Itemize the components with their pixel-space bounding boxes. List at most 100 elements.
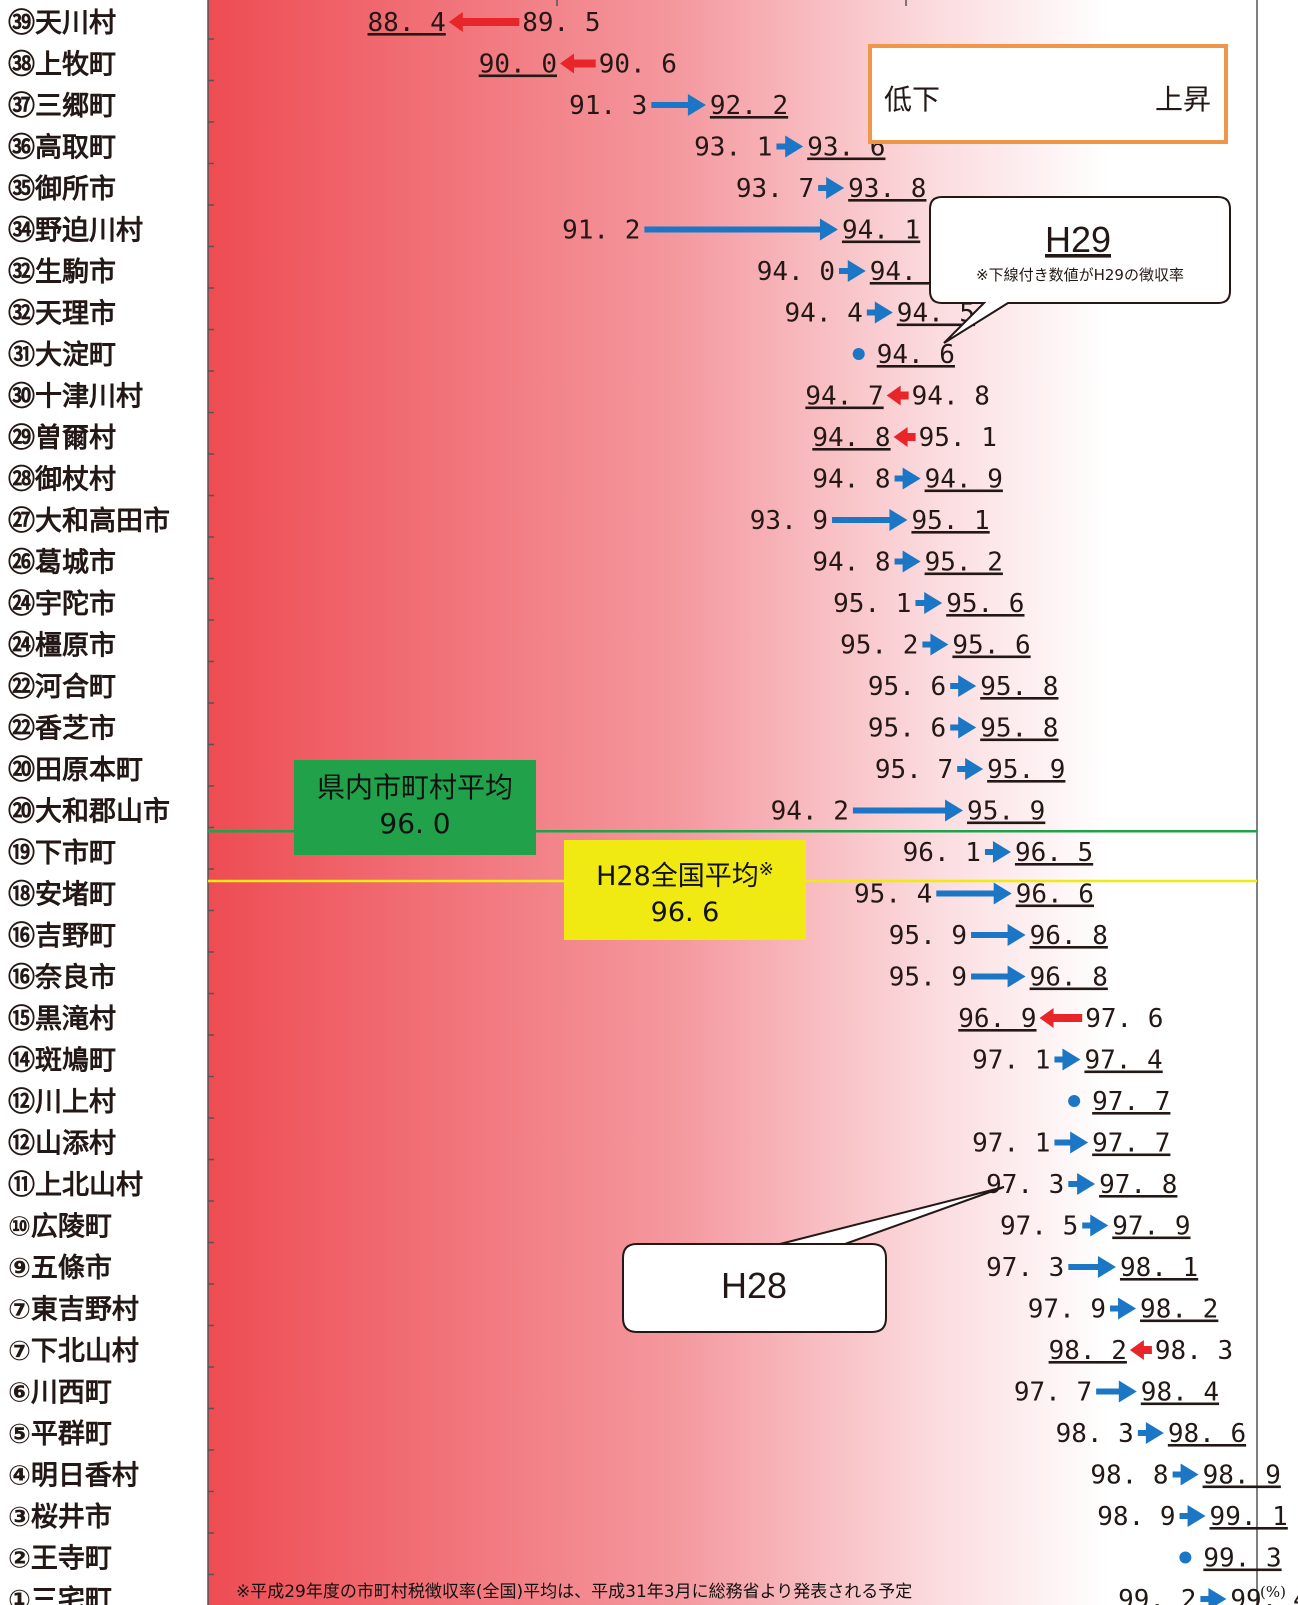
h29-value-label: 97. 7 (1092, 1129, 1170, 1159)
decrease-arrow (448, 12, 520, 32)
municipality-label: ㉜天理市 (8, 298, 116, 330)
increase-arrow-head (1187, 1505, 1206, 1527)
h28-value-label: 97. 6 (1085, 1004, 1163, 1034)
legend-down-label: 低下 (884, 83, 941, 116)
municipality-label: ②王寺町 (8, 1544, 112, 1575)
prefecture-average-box: 県内市町村平均 96. 0 (294, 760, 536, 855)
data-row: 94. 8 95. 1 (812, 423, 997, 453)
increase-arrow-head (1208, 1588, 1227, 1605)
municipality-label: ④明日香村 (8, 1461, 139, 1492)
data-row: 95. 2 95. 6 (840, 631, 1031, 661)
decrease-arrow (560, 53, 596, 74)
municipality-label: ⑦東吉野村 (8, 1295, 139, 1326)
increase-arrow-head (1007, 924, 1026, 946)
municipality-label: ㉞野迫川村 (8, 215, 143, 247)
increase-arrow-head (1118, 1380, 1137, 1403)
municipality-label: ⑳大和郡山市 (8, 796, 170, 828)
h28-value-label: 97. 7 (1014, 1378, 1092, 1408)
h29-callout-title: H29 (1045, 219, 1111, 260)
h28-value-label: 97. 9 (1028, 1295, 1106, 1325)
data-row: 94. 8 94. 9 (812, 465, 1003, 495)
data-row: 97. 1 97. 4 (972, 1046, 1163, 1076)
increase-arrow-head (1180, 1463, 1199, 1486)
h29-value-label: 99. 4 (1230, 1585, 1298, 1605)
national-average-box: H28全国平均※ 96. 6 (564, 840, 806, 940)
increase-arrow-head (958, 675, 977, 697)
h28-value-label: 91. 2 (562, 216, 640, 246)
municipality-label: ⑪上北山村 (8, 1169, 143, 1201)
footnote: ※平成29年度の市町村税徴収率(全国)平均は、平成31年3月に総務省より発表され… (236, 1582, 913, 1602)
h28-value-label: 95. 7 (875, 755, 953, 785)
h28-callout: H28 (622, 1186, 1005, 1333)
h28-value-label: 96. 1 (903, 838, 981, 868)
unit-label: (%) (1260, 1583, 1286, 1601)
h29-value-label: 95. 2 (925, 548, 1003, 578)
h28-value-label: 90. 6 (599, 50, 677, 80)
decrease-arrow (1039, 1008, 1083, 1028)
h28-value-label: 93. 9 (750, 506, 828, 536)
increase-arrow-head (819, 218, 838, 241)
legend-up-label: 上昇 (1155, 83, 1212, 116)
data-row: 91. 3 92. 2 (569, 91, 788, 121)
data-row: 93. 9 95. 1 (750, 506, 990, 536)
municipality-label: ⑮黒滝村 (8, 1003, 116, 1035)
legend-box: 低下 上昇 (868, 44, 1228, 144)
h28-value-label: 91. 3 (569, 91, 647, 121)
data-row: 94. 2 95. 9 (771, 797, 1046, 827)
h29-value-label: 98. 2 (1140, 1295, 1218, 1325)
municipality-label: ㊱高取町 (8, 132, 116, 164)
increase-arrow-head (1118, 1297, 1137, 1320)
increase-arrow-head (874, 301, 893, 324)
increase-arrow-head (965, 758, 984, 780)
increase-arrow-head (1097, 1256, 1116, 1278)
h29-value-label: 97. 4 (1084, 1046, 1162, 1076)
data-row: 91. 2 94. 1 (562, 216, 920, 246)
h28-callout-title: H28 (721, 1265, 787, 1306)
data-row: 88. 4 89. 5 (368, 8, 601, 38)
h28-value-label: 95. 1 (833, 589, 911, 619)
h28-value-label: 94. 8 (812, 548, 890, 578)
prefecture-average-value: 96. 0 (379, 807, 451, 840)
h29-value-label: 95. 8 (980, 714, 1058, 744)
h28-value-label: 95. 2 (840, 631, 918, 661)
increase-arrow-head (992, 841, 1011, 863)
h29-value-label: 95. 6 (946, 589, 1024, 619)
data-row: 98. 9 99. 1 (1097, 1502, 1288, 1532)
data-row: 95. 1 95. 6 (833, 589, 1024, 619)
data-row: 95. 4 96. 6 (854, 880, 1094, 910)
municipality-labels: ㊴天川村㊳上牧町㊲三郷町㊱高取町㉟御所市㉞野迫川村㉜生駒市㉜天理市㉛大淀町㉚十津… (8, 7, 170, 1605)
municipality-label: ㊴天川村 (8, 7, 116, 39)
municipality-label: ㉚十津川村 (8, 381, 143, 413)
h28-value-label: 98. 3 (1155, 1336, 1233, 1366)
municipality-label: ①三宅町 (8, 1584, 112, 1605)
increase-arrow-head (958, 716, 977, 739)
increase-arrow-head (945, 799, 964, 822)
data-row: 95. 6 95. 8 (868, 672, 1059, 702)
increase-arrow-head (993, 882, 1012, 905)
increase-arrow-head (1090, 1214, 1109, 1237)
municipality-label: ⑫山添村 (8, 1128, 116, 1160)
data-row: 96. 9 97. 6 (958, 1004, 1163, 1034)
row-ticks (208, 38, 214, 1576)
h28-value-label: 98. 3 (1056, 1419, 1134, 1449)
data-row: 94. 6 (852, 340, 955, 370)
h29-value-label: 95. 9 (987, 755, 1065, 785)
increase-arrow-head (930, 633, 949, 656)
h29-value-label: 99. 3 (1203, 1544, 1281, 1574)
h29-value-label: 95. 8 (980, 672, 1058, 702)
h29-value-label: 94. 7 (805, 382, 883, 412)
data-row: 94. 4 94. 5 (785, 299, 976, 329)
increase-arrow-head (1070, 1131, 1089, 1154)
municipality-label: ㉜生駒市 (8, 256, 116, 288)
h28-value-label: 93. 7 (736, 174, 814, 204)
h28-value-label: 94. 2 (771, 797, 849, 827)
data-row: 98. 2 98. 3 (1049, 1336, 1234, 1366)
h29-callout-note: ※下線付き数値がH29の徴収率 (976, 266, 1184, 284)
data-row: 99. 2 99. 4 (1118, 1585, 1298, 1605)
municipality-label: ⑤平群町 (8, 1419, 112, 1450)
h28-value-label: 99. 2 (1118, 1585, 1196, 1605)
h29-value-label: 95. 1 (911, 506, 989, 536)
h28-value-label: 97. 1 (972, 1129, 1050, 1159)
municipality-label: ㉛大淀町 (8, 339, 116, 371)
h29-value-label: 97. 8 (1099, 1170, 1177, 1200)
